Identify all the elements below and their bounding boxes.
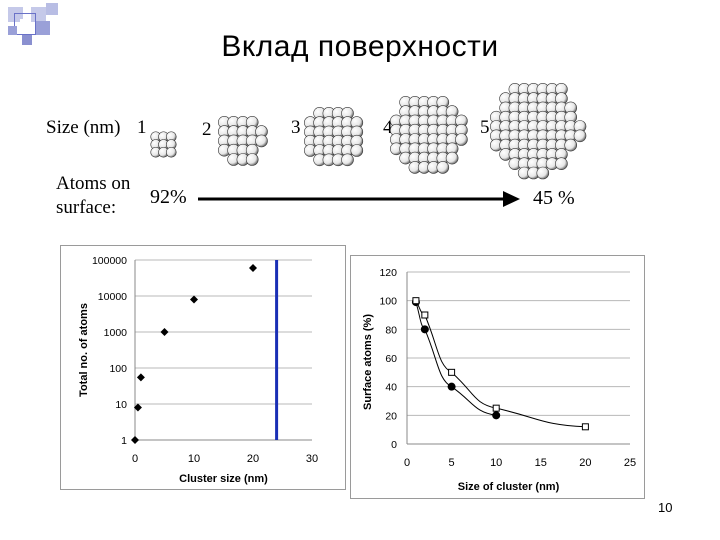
data-point xyxy=(249,263,257,272)
x-tick-label: 5 xyxy=(449,457,455,469)
atoms-count-chart-frame xyxy=(60,245,346,490)
size-label: Size (nm) xyxy=(46,117,121,138)
x-axis-label: Size of cluster (nm) xyxy=(458,481,560,493)
y-axis-label: Surface atoms (%) xyxy=(362,314,374,410)
data-point-open xyxy=(412,297,420,305)
surface-atoms-chart-frame xyxy=(350,255,645,499)
atom-sphere xyxy=(341,153,354,167)
size-value: 2 xyxy=(202,119,212,140)
size-value: 4 xyxy=(383,117,393,138)
y-tick-label: 40 xyxy=(385,382,397,394)
x-axis-label: Cluster size (nm) xyxy=(179,473,268,485)
x-tick-label: 0 xyxy=(132,453,138,465)
x-tick-label: 25 xyxy=(624,457,636,469)
data-point xyxy=(190,295,198,304)
size-value: 3 xyxy=(291,117,301,138)
atom-sphere xyxy=(165,146,177,158)
cluster-1nm-image xyxy=(150,131,177,158)
y-tick-label: 1 xyxy=(121,435,127,447)
atom-sphere xyxy=(436,161,450,174)
x-tick-label: 15 xyxy=(535,457,547,469)
atom-sphere xyxy=(573,129,587,143)
cluster-3nm-image xyxy=(303,107,364,167)
y-tick-label: 10 xyxy=(115,399,127,411)
cluster-illustration xyxy=(150,83,587,207)
trend-arrow-head xyxy=(503,191,520,207)
x-tick-label: 30 xyxy=(306,453,318,465)
atoms-on-surface-label: Atoms on surface: xyxy=(56,173,131,218)
y-axis-label: Total no. of atoms xyxy=(78,303,90,397)
data-point-open xyxy=(492,404,500,412)
y-tick-label: 1000 xyxy=(104,327,128,339)
slide-title: Вклад поверхности xyxy=(221,30,499,63)
atom-sphere xyxy=(536,166,550,180)
x-tick-label: 20 xyxy=(579,457,591,469)
y-tick-label: 100000 xyxy=(92,255,127,267)
atom-sphere xyxy=(445,151,459,165)
cluster-5nm-image xyxy=(489,83,587,180)
atom-sphere xyxy=(245,153,259,166)
y-tick-label: 60 xyxy=(385,353,397,365)
data-point-filled xyxy=(492,411,501,420)
data-point xyxy=(133,403,142,412)
y-tick-label: 10000 xyxy=(98,291,127,303)
y-tick-label: 100 xyxy=(379,296,397,308)
x-tick-label: 0 xyxy=(404,457,410,469)
y-tick-label: 20 xyxy=(385,410,397,422)
data-point xyxy=(160,328,169,336)
atom-sphere xyxy=(455,133,468,146)
size-value: 5 xyxy=(480,117,490,138)
page-number: 10 xyxy=(658,500,673,515)
size-value: 1 xyxy=(137,117,147,138)
end-percent: 45 % xyxy=(533,187,575,209)
start-percent: 92% xyxy=(150,186,187,208)
y-tick-label: 0 xyxy=(391,439,397,451)
x-tick-label: 20 xyxy=(247,453,259,465)
data-point xyxy=(136,373,145,382)
atom-sphere xyxy=(350,144,364,157)
x-tick-label: 10 xyxy=(188,453,200,465)
y-tick-label: 100 xyxy=(109,363,127,375)
data-point-filled xyxy=(447,382,456,391)
y-tick-label: 120 xyxy=(379,267,397,279)
data-point xyxy=(131,436,139,444)
atom-sphere xyxy=(555,157,568,170)
data-point-filled xyxy=(420,325,429,334)
data-point-open xyxy=(421,311,429,319)
cluster-4nm-image xyxy=(389,96,468,174)
series-curve xyxy=(415,300,586,428)
cluster-2nm-image xyxy=(218,116,268,166)
y-tick-label: 80 xyxy=(385,324,397,336)
x-tick-label: 10 xyxy=(490,457,502,469)
atom-sphere xyxy=(255,134,268,148)
atom-sphere xyxy=(564,138,578,152)
data-point-open xyxy=(581,423,589,431)
series-curve xyxy=(415,301,497,416)
data-point-open xyxy=(448,368,456,376)
